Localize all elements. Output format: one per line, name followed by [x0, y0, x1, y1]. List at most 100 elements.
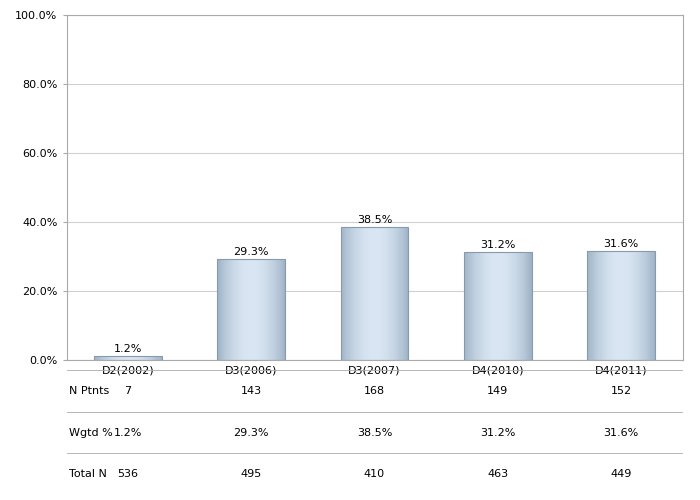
- Bar: [474, 252, 475, 360]
- Text: N Ptnts: N Ptnts: [69, 386, 109, 396]
- Bar: [144, 356, 145, 360]
- Bar: [500, 252, 501, 360]
- Bar: [480, 252, 481, 360]
- Bar: [594, 251, 595, 360]
- Bar: [283, 259, 284, 360]
- Bar: [267, 259, 268, 360]
- Bar: [231, 259, 232, 360]
- Bar: [250, 259, 251, 360]
- Bar: [135, 356, 136, 360]
- Bar: [160, 356, 161, 360]
- Bar: [496, 252, 498, 360]
- Bar: [499, 252, 500, 360]
- Bar: [115, 356, 116, 360]
- Bar: [256, 259, 257, 360]
- Bar: [528, 252, 529, 360]
- Bar: [477, 252, 479, 360]
- Bar: [508, 252, 509, 360]
- Bar: [276, 259, 277, 360]
- Bar: [400, 227, 402, 360]
- Bar: [650, 251, 652, 360]
- Bar: [482, 252, 483, 360]
- Text: 31.6%: 31.6%: [603, 428, 638, 438]
- Bar: [224, 259, 225, 360]
- Bar: [110, 356, 111, 360]
- Bar: [405, 227, 406, 360]
- Bar: [363, 227, 364, 360]
- Text: 149: 149: [487, 386, 508, 396]
- Bar: [614, 251, 615, 360]
- Bar: [406, 227, 407, 360]
- Bar: [626, 251, 628, 360]
- Bar: [637, 251, 638, 360]
- Bar: [396, 227, 397, 360]
- Bar: [587, 251, 588, 360]
- Bar: [122, 356, 124, 360]
- Bar: [398, 227, 399, 360]
- Bar: [156, 356, 158, 360]
- Bar: [365, 227, 367, 360]
- Bar: [641, 251, 643, 360]
- Bar: [161, 356, 162, 360]
- Bar: [505, 252, 507, 360]
- Bar: [264, 259, 265, 360]
- Bar: [119, 356, 120, 360]
- Bar: [284, 259, 285, 360]
- Bar: [490, 252, 491, 360]
- Bar: [604, 251, 605, 360]
- Bar: [371, 227, 372, 360]
- Bar: [522, 252, 524, 360]
- Bar: [106, 356, 108, 360]
- Bar: [467, 252, 468, 360]
- Text: 168: 168: [364, 386, 385, 396]
- Bar: [517, 252, 518, 360]
- Bar: [358, 227, 360, 360]
- Bar: [510, 252, 511, 360]
- Bar: [154, 356, 155, 360]
- Bar: [393, 227, 395, 360]
- Bar: [610, 251, 612, 360]
- Bar: [341, 227, 342, 360]
- Bar: [524, 252, 525, 360]
- Bar: [343, 227, 344, 360]
- Bar: [475, 252, 476, 360]
- Bar: [509, 252, 510, 360]
- Bar: [608, 251, 610, 360]
- Bar: [95, 356, 97, 360]
- Bar: [242, 259, 244, 360]
- Bar: [599, 251, 601, 360]
- Bar: [629, 251, 630, 360]
- Bar: [494, 252, 496, 360]
- Text: 29.3%: 29.3%: [234, 428, 269, 438]
- Bar: [511, 252, 512, 360]
- Bar: [356, 227, 358, 360]
- Bar: [266, 259, 267, 360]
- Bar: [121, 356, 122, 360]
- Bar: [623, 251, 624, 360]
- Bar: [97, 356, 99, 360]
- Bar: [373, 227, 374, 360]
- Bar: [225, 259, 227, 360]
- Bar: [218, 259, 285, 360]
- Bar: [268, 259, 270, 360]
- Text: 463: 463: [487, 469, 508, 479]
- Bar: [492, 252, 493, 360]
- Bar: [402, 227, 404, 360]
- Bar: [391, 227, 393, 360]
- Bar: [617, 251, 619, 360]
- Bar: [353, 227, 354, 360]
- Bar: [620, 251, 621, 360]
- Bar: [346, 227, 347, 360]
- Bar: [137, 356, 139, 360]
- Bar: [342, 227, 343, 360]
- Bar: [588, 251, 589, 360]
- Bar: [631, 251, 632, 360]
- Text: 38.5%: 38.5%: [357, 215, 392, 225]
- Bar: [260, 259, 262, 360]
- Text: 31.6%: 31.6%: [603, 239, 638, 249]
- Bar: [652, 251, 654, 360]
- Bar: [222, 259, 223, 360]
- Bar: [598, 251, 599, 360]
- Bar: [94, 356, 162, 360]
- Bar: [476, 252, 477, 360]
